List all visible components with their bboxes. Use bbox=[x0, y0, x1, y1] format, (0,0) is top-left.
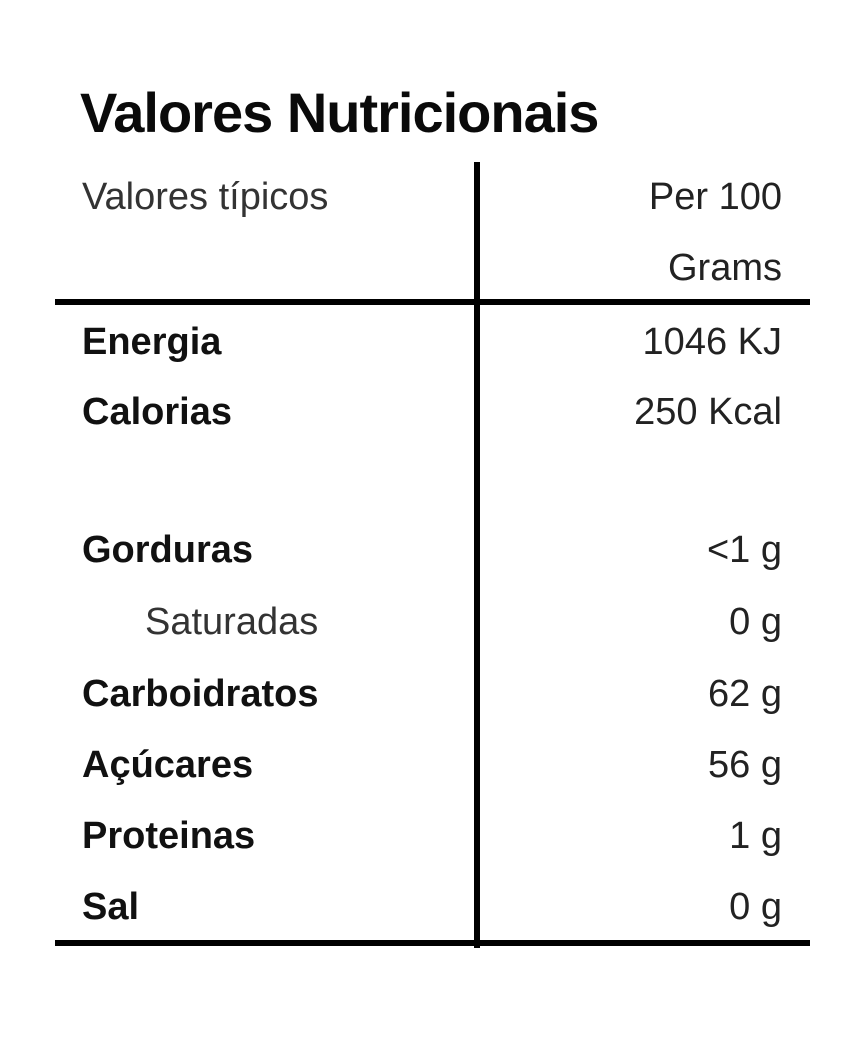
row-label-saturadas: Saturadas bbox=[145, 601, 319, 643]
row-label-sal: Sal bbox=[82, 886, 140, 928]
row-label-proteinas: Proteinas bbox=[82, 815, 256, 857]
row-label-calorias: Calorias bbox=[82, 391, 232, 433]
row-value-gorduras: <1 g bbox=[706, 529, 782, 571]
row-label-energia: Energia bbox=[82, 321, 222, 363]
row-label-carboidratos: Carboidratos bbox=[82, 673, 319, 715]
row-value-energia: 1046 KJ bbox=[642, 321, 782, 363]
row-value-saturadas: 0 g bbox=[729, 601, 782, 643]
header-value-line1: Per 100 bbox=[648, 176, 782, 218]
row-label-gorduras: Gorduras bbox=[82, 529, 254, 571]
bottom-divider bbox=[55, 940, 810, 946]
page-title: Valores Nutricionais bbox=[80, 81, 599, 144]
row-value-calorias: 250 Kcal bbox=[634, 391, 782, 433]
row-value-proteinas: 1 g bbox=[729, 815, 782, 857]
row-value-carboidratos: 62 g bbox=[708, 673, 782, 715]
row-value-acucares: 56 g bbox=[708, 744, 782, 786]
header-label: Valores típicos bbox=[82, 176, 329, 218]
header-divider bbox=[55, 299, 810, 305]
row-label-acucares: Açúcares bbox=[82, 744, 254, 786]
header-value-line2: Grams bbox=[668, 247, 782, 289]
row-value-sal: 0 g bbox=[729, 886, 782, 928]
column-divider bbox=[474, 162, 480, 948]
